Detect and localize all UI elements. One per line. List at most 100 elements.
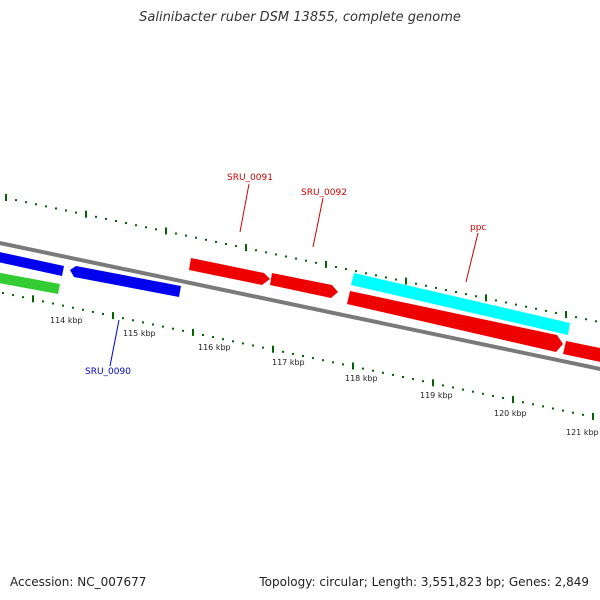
minor-tick-mark <box>132 319 134 322</box>
major-tick-mark <box>165 227 167 235</box>
major-tick-mark <box>85 210 87 218</box>
minor-tick-mark <box>122 317 124 320</box>
gene-label-sru-0091: SRU_0091 <box>227 173 273 183</box>
minor-tick-mark <box>385 276 387 279</box>
minor-tick-mark <box>525 305 527 308</box>
minor-tick-mark <box>545 309 547 312</box>
minor-tick-mark <box>345 268 347 271</box>
minor-tick-mark <box>492 394 494 397</box>
major-tick-mark <box>32 295 34 303</box>
minor-tick-mark <box>415 282 417 285</box>
minor-tick-mark <box>252 344 254 347</box>
gene-features <box>0 251 600 364</box>
minor-tick-mark <box>232 340 234 343</box>
minor-tick-mark <box>82 308 84 311</box>
minor-tick-mark <box>62 304 64 307</box>
minor-tick-mark <box>582 413 584 416</box>
gene-arrow-blue-left[interactable] <box>0 251 64 276</box>
gene-arrow-sru-0091[interactable] <box>189 258 270 285</box>
minor-tick-mark <box>95 215 97 218</box>
minor-tick-mark <box>422 380 424 383</box>
minor-tick-mark <box>285 255 287 258</box>
minor-tick-mark <box>425 284 427 287</box>
minor-tick-mark <box>402 376 404 378</box>
accession-text: Accession: NC_007677 <box>10 575 147 589</box>
minor-tick-mark <box>22 296 24 299</box>
minor-tick-mark <box>15 199 17 202</box>
minor-tick-mark <box>555 311 557 314</box>
minor-tick-mark <box>395 278 397 281</box>
minor-tick-mark <box>135 224 137 227</box>
minor-tick-mark <box>435 286 437 289</box>
minor-tick-mark <box>475 295 477 298</box>
minor-tick-mark <box>355 270 357 273</box>
tick-label-114: 114 kbp <box>50 316 83 325</box>
minor-tick-mark <box>292 352 294 355</box>
minor-tick-mark <box>12 294 14 297</box>
major-tick-mark <box>112 312 114 320</box>
minor-tick-mark <box>262 346 264 349</box>
minor-tick-mark <box>542 405 544 408</box>
minor-tick-mark <box>172 327 174 330</box>
upper-tick-track <box>5 194 597 323</box>
minor-tick-mark <box>455 291 457 294</box>
minor-tick-mark <box>362 367 364 370</box>
minor-tick-mark <box>282 350 284 353</box>
minor-tick-mark <box>552 407 554 410</box>
minor-tick-mark <box>242 342 244 345</box>
minor-tick-mark <box>412 378 414 381</box>
minor-tick-mark <box>382 371 384 374</box>
minor-tick-mark <box>115 219 117 222</box>
gene-arrow-ppc[interactable] <box>351 273 570 335</box>
minor-tick-mark <box>195 236 197 239</box>
minor-tick-mark <box>145 226 147 229</box>
minor-tick-mark <box>295 257 297 260</box>
tick-label-119: 119 kbp <box>420 391 453 400</box>
tick-label-120: 120 kbp <box>494 409 527 418</box>
minor-tick-mark <box>332 361 334 364</box>
gene-arrow-green-left[interactable] <box>0 272 60 294</box>
gene-arrow-red-long[interactable] <box>347 291 563 352</box>
minor-tick-mark <box>102 313 104 315</box>
minor-tick-mark <box>65 209 67 212</box>
minor-tick-mark <box>595 320 597 323</box>
minor-tick-mark <box>392 373 394 376</box>
minor-tick-mark <box>585 318 587 321</box>
minor-tick-mark <box>45 205 47 208</box>
minor-tick-mark <box>185 234 187 237</box>
minor-tick-mark <box>472 390 474 393</box>
tick-label-116: 116 kbp <box>198 343 231 352</box>
minor-tick-mark <box>575 316 577 319</box>
minor-tick-mark <box>515 303 517 306</box>
major-tick-mark <box>592 412 594 420</box>
minor-tick-mark <box>105 217 107 220</box>
minor-tick-mark <box>52 302 54 305</box>
minor-tick-mark <box>35 203 37 206</box>
gene-arrow-sru-0092[interactable] <box>270 273 338 298</box>
minor-tick-mark <box>2 292 4 294</box>
minor-tick-mark <box>465 293 467 296</box>
minor-tick-mark <box>365 272 367 275</box>
major-tick-mark <box>245 244 247 252</box>
major-tick-mark <box>432 379 434 387</box>
major-tick-mark <box>325 260 327 268</box>
minor-tick-mark <box>562 409 564 412</box>
minor-tick-mark <box>315 261 317 264</box>
genome-backbone <box>0 241 600 371</box>
minor-tick-mark <box>235 245 237 248</box>
leader-ppc <box>465 232 479 283</box>
minor-tick-mark <box>92 310 94 313</box>
gene-arrow-red-right[interactable] <box>563 341 600 364</box>
minor-tick-mark <box>505 301 507 304</box>
major-tick-mark <box>512 396 514 404</box>
major-tick-mark <box>272 345 274 353</box>
minor-tick-mark <box>342 363 344 366</box>
major-tick-mark <box>405 277 407 285</box>
map-title: Salinibacter ruber DSM 13855, complete g… <box>139 10 461 25</box>
minor-tick-mark <box>152 323 154 326</box>
minor-tick-mark <box>445 288 447 291</box>
gene-arrow-sru-0090[interactable] <box>70 266 181 297</box>
minor-tick-mark <box>215 240 217 243</box>
minor-tick-mark <box>452 386 454 389</box>
